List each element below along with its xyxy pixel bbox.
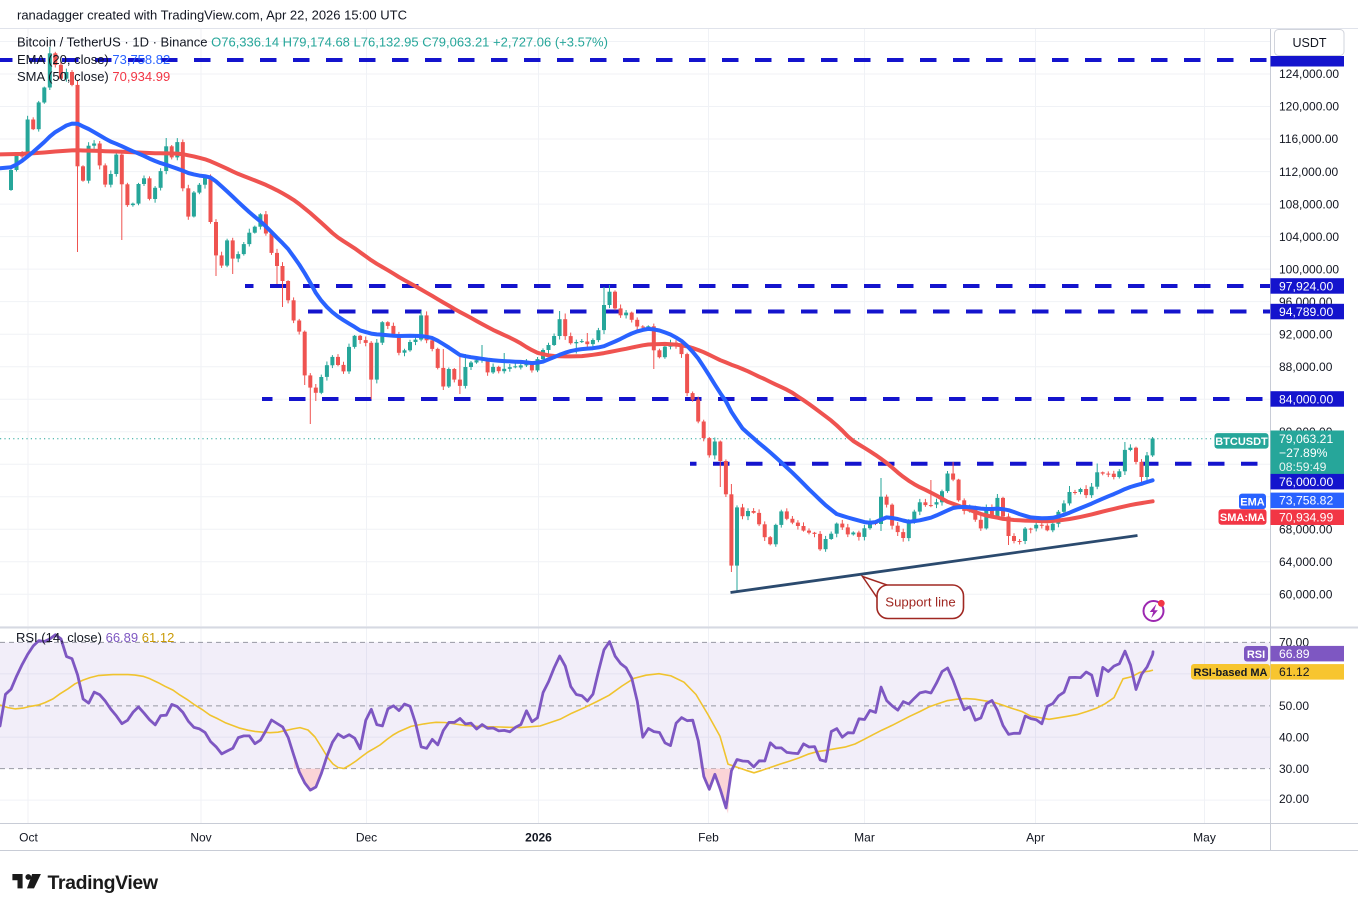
svg-text:TradingView: TradingView	[48, 872, 159, 894]
svg-text:120,000.00: 120,000.00	[1279, 100, 1339, 114]
svg-text:Apr: Apr	[1026, 831, 1045, 845]
svg-text:92,000.00: 92,000.00	[1279, 327, 1333, 341]
svg-text:RSI: RSI	[1247, 649, 1265, 661]
svg-text:70,934.99: 70,934.99	[1279, 511, 1333, 525]
svg-text:40.00: 40.00	[1279, 731, 1309, 745]
svg-text:76,000.00: 76,000.00	[1279, 475, 1333, 489]
svg-text:Mar: Mar	[854, 831, 875, 845]
svg-text:RSI-based MA: RSI-based MA	[1194, 667, 1268, 679]
svg-text:104,000.00: 104,000.00	[1279, 230, 1339, 244]
svg-text:USDT: USDT	[1292, 36, 1326, 50]
svg-text:EMA (20, close) 73,758.82: EMA (20, close) 73,758.82	[17, 52, 170, 67]
svg-text:Feb: Feb	[698, 831, 719, 845]
svg-text:30.00: 30.00	[1279, 762, 1309, 776]
svg-text:20.00: 20.00	[1279, 792, 1309, 806]
svg-text:Nov: Nov	[190, 831, 211, 845]
svg-text:66.89: 66.89	[1279, 647, 1310, 661]
svg-text:73,758.82: 73,758.82	[1279, 494, 1333, 508]
svg-text:2026: 2026	[525, 831, 552, 845]
svg-text:Oct: Oct	[19, 831, 38, 845]
svg-text:79,063.21: 79,063.21	[1279, 432, 1333, 446]
svg-text:RSI (14, close) 66.89 61.12: RSI (14, close) 66.89 61.12	[16, 630, 174, 645]
svg-text:Bitcoin / TetherUS · 1D · Bina: Bitcoin / TetherUS · 1D · Binance O76,33…	[17, 35, 608, 50]
svg-text:124,000.00: 124,000.00	[1279, 67, 1339, 81]
svg-text:May: May	[1193, 831, 1216, 845]
svg-text:Support line: Support line	[885, 595, 955, 610]
svg-text:61.12: 61.12	[1279, 665, 1310, 679]
svg-text:ranadagger created with Tradin: ranadagger created with TradingView.com,…	[17, 8, 407, 23]
svg-text:100,000.00: 100,000.00	[1279, 262, 1339, 276]
svg-text:68,000.00: 68,000.00	[1279, 523, 1333, 537]
svg-text:112,000.00: 112,000.00	[1279, 165, 1338, 179]
svg-text:108,000.00: 108,000.00	[1279, 197, 1339, 211]
svg-text:97,924.00: 97,924.00	[1279, 279, 1333, 293]
svg-text:BTCUSDT: BTCUSDT	[1215, 436, 1268, 448]
svg-text:EMA: EMA	[1240, 496, 1265, 508]
svg-text:50.00: 50.00	[1279, 699, 1309, 713]
svg-text:88,000.00: 88,000.00	[1279, 360, 1333, 374]
svg-text:116,000.00: 116,000.00	[1279, 132, 1338, 146]
svg-text:SMA:MA: SMA:MA	[1220, 512, 1265, 524]
svg-text:SMA (50, close) 70,934.99: SMA (50, close) 70,934.99	[17, 69, 170, 84]
svg-text:84,000.00: 84,000.00	[1279, 392, 1333, 406]
svg-text:60,000.00: 60,000.00	[1279, 588, 1333, 602]
svg-text:94,789.00: 94,789.00	[1279, 305, 1333, 319]
svg-text:Dec: Dec	[356, 831, 377, 845]
svg-text:08:59:49: 08:59:49	[1279, 460, 1327, 474]
svg-text:−27.89%: −27.89%	[1279, 446, 1328, 460]
svg-text:64,000.00: 64,000.00	[1279, 555, 1333, 569]
